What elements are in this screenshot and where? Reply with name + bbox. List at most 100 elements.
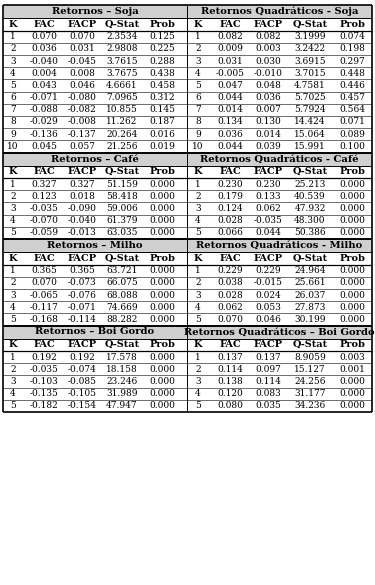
Text: 0.564: 0.564 [339, 105, 365, 114]
Text: 10: 10 [192, 142, 204, 151]
Text: -0.117: -0.117 [30, 302, 58, 312]
Text: 0.083: 0.083 [255, 389, 281, 398]
Text: 0.004: 0.004 [31, 68, 57, 78]
Text: 3.7615: 3.7615 [106, 57, 138, 66]
Text: 0.028: 0.028 [217, 216, 243, 225]
Text: 0.003: 0.003 [339, 353, 365, 362]
Text: 0.138: 0.138 [217, 377, 243, 386]
Text: 5: 5 [10, 315, 16, 324]
Text: -0.065: -0.065 [30, 291, 58, 300]
Text: FACP: FACP [254, 20, 283, 29]
Text: 3: 3 [195, 204, 201, 213]
Text: 0.192: 0.192 [69, 353, 95, 362]
Text: -0.088: -0.088 [30, 105, 58, 114]
Text: 7: 7 [195, 105, 201, 114]
Text: 0.003: 0.003 [255, 44, 281, 53]
Text: 0.100: 0.100 [339, 142, 365, 151]
Text: 3: 3 [195, 57, 201, 66]
Text: 4: 4 [195, 302, 201, 312]
Text: 0.043: 0.043 [31, 81, 57, 90]
Text: FAC: FAC [33, 340, 55, 349]
Text: Retornos – Café: Retornos – Café [51, 154, 139, 163]
Text: -0.103: -0.103 [30, 377, 58, 386]
Text: FACP: FACP [68, 340, 97, 349]
Text: 2: 2 [195, 365, 201, 374]
Text: -0.005: -0.005 [216, 68, 244, 78]
Text: 0.070: 0.070 [31, 32, 57, 41]
Text: -0.059: -0.059 [30, 228, 58, 238]
Text: -0.135: -0.135 [30, 389, 58, 398]
Text: 24.964: 24.964 [294, 266, 326, 275]
Text: 0.000: 0.000 [149, 389, 175, 398]
Text: 0.047: 0.047 [217, 81, 243, 90]
Text: 4: 4 [10, 68, 16, 78]
Text: 5: 5 [195, 315, 201, 324]
Text: -0.182: -0.182 [30, 401, 58, 411]
Bar [187, 325, 372, 339]
Text: 0.070: 0.070 [31, 278, 57, 287]
Text: FAC: FAC [33, 254, 55, 263]
Text: 25.213: 25.213 [294, 180, 326, 188]
Text: -0.080: -0.080 [68, 93, 96, 102]
Text: Prob: Prob [339, 20, 365, 29]
Text: 48.300: 48.300 [294, 216, 326, 225]
Text: 0.046: 0.046 [69, 81, 95, 90]
Text: FAC: FAC [219, 340, 241, 349]
Bar [3, 153, 187, 166]
Text: 20.264: 20.264 [106, 130, 138, 139]
Text: 47.947: 47.947 [106, 401, 138, 411]
Text: 34.236: 34.236 [294, 401, 326, 411]
Text: Prob: Prob [149, 254, 175, 263]
Text: -0.035: -0.035 [30, 204, 58, 213]
Text: 2: 2 [195, 44, 201, 53]
Text: Q-Stat: Q-Stat [104, 340, 140, 349]
Text: 4: 4 [10, 302, 16, 312]
Text: 0.198: 0.198 [339, 44, 365, 53]
Text: 0.327: 0.327 [69, 180, 95, 188]
Text: -0.136: -0.136 [30, 130, 58, 139]
Text: 3.1999: 3.1999 [294, 32, 326, 41]
Text: 0.365: 0.365 [31, 266, 57, 275]
Text: 4: 4 [10, 389, 16, 398]
Text: 0.114: 0.114 [255, 377, 281, 386]
Text: 0.000: 0.000 [149, 291, 175, 300]
Text: 0.229: 0.229 [217, 266, 243, 275]
Text: K: K [9, 20, 17, 29]
Text: 0.007: 0.007 [255, 105, 281, 114]
Text: 1: 1 [10, 180, 16, 188]
Text: 5: 5 [195, 81, 201, 90]
Text: Q-Stat: Q-Stat [104, 167, 140, 176]
Text: 4.6661: 4.6661 [106, 81, 138, 90]
Text: 0.000: 0.000 [339, 204, 365, 213]
Text: 5: 5 [195, 401, 201, 411]
Text: 0.134: 0.134 [217, 118, 243, 126]
Text: 0.044: 0.044 [217, 93, 243, 102]
Text: 47.932: 47.932 [294, 204, 326, 213]
Text: 0.000: 0.000 [149, 266, 175, 275]
Text: -0.040: -0.040 [30, 57, 58, 66]
Text: -0.082: -0.082 [68, 105, 96, 114]
Text: 0.000: 0.000 [149, 401, 175, 411]
Text: 1: 1 [195, 32, 201, 41]
Text: 0.137: 0.137 [217, 353, 243, 362]
Text: Q-Stat: Q-Stat [292, 254, 328, 263]
Text: 66.075: 66.075 [106, 278, 138, 287]
Text: 0.031: 0.031 [69, 44, 95, 53]
Text: 0.000: 0.000 [339, 302, 365, 312]
Text: -0.035: -0.035 [254, 216, 282, 225]
Text: K: K [9, 167, 17, 176]
Text: Prob: Prob [149, 340, 175, 349]
Text: 0.014: 0.014 [255, 130, 281, 139]
Text: -0.074: -0.074 [68, 365, 96, 374]
Text: FAC: FAC [33, 20, 55, 29]
Text: 24.256: 24.256 [294, 377, 326, 386]
Text: 15.991: 15.991 [294, 142, 326, 151]
Text: 0.000: 0.000 [339, 192, 365, 201]
Text: 0.038: 0.038 [217, 278, 243, 287]
Text: K: K [194, 254, 202, 263]
Text: 4: 4 [10, 216, 16, 225]
Text: 0.028: 0.028 [217, 291, 243, 300]
Text: FACP: FACP [254, 254, 283, 263]
Text: -0.137: -0.137 [68, 130, 96, 139]
Text: K: K [194, 20, 202, 29]
